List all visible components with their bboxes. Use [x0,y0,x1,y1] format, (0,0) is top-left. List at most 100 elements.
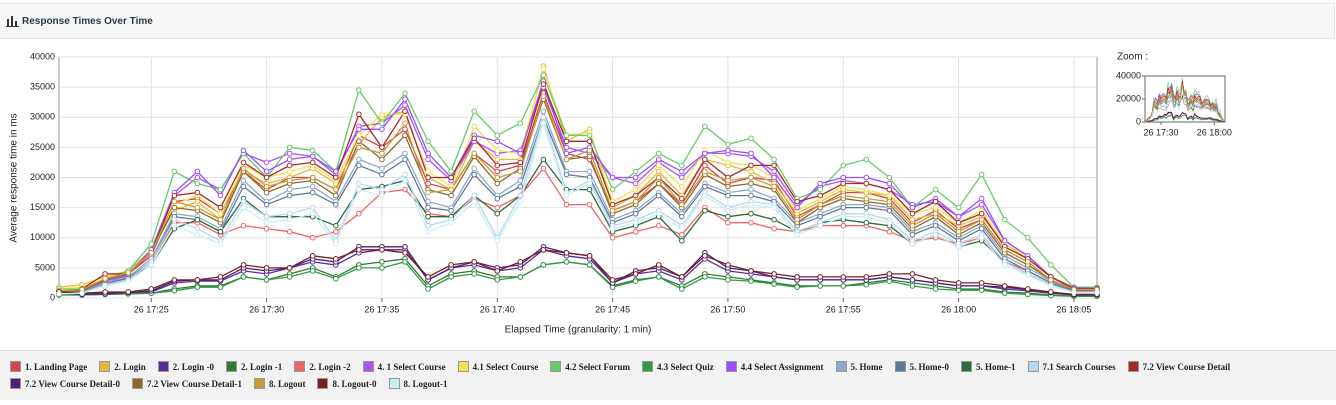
legend-item[interactable]: 7.1 Search Courses [1027,361,1116,372]
data-point [517,150,524,157]
data-point [909,204,916,211]
data-point [263,219,270,226]
legend-label: 1. Landing Page [25,361,88,372]
data-point [217,186,224,193]
data-point [702,274,708,280]
legend-label: 5. Home [850,361,883,372]
data-point [471,171,478,178]
data-point [333,186,339,193]
legend-item[interactable]: 4.1 Select Course [457,361,538,372]
legend-item[interactable]: 4.3 Select Quiz [642,361,714,372]
data-point [679,195,685,202]
legend-item[interactable]: 5. Home-0 [894,361,949,372]
legend-item[interactable]: 2. Login -2 [294,361,351,372]
series-line [58,82,1097,293]
data-point [632,228,639,235]
legend-item[interactable]: 8. Logout-1 [388,378,448,389]
chart: Average response time in ms Elapsed Time… [9,51,1232,335]
legend-label: 8. Logout-0 [332,378,377,389]
data-point [863,180,870,187]
data-point [955,204,962,211]
data-point [725,177,731,184]
data-point [978,280,985,286]
x-tick-label: 26 17:30 [249,304,284,314]
data-point [679,162,685,169]
data-point [517,198,524,205]
data-point [909,216,916,223]
panel-header: Response Times Over Time [0,3,1335,39]
data-point [702,162,708,169]
data-point [609,174,616,181]
data-point [932,198,939,205]
legend-item[interactable]: 2. Login -1 [226,361,282,372]
data-point [655,222,662,229]
data-point [1025,286,1031,292]
legend-item[interactable]: 4.4 Select Assignment [725,361,824,372]
data-point [932,186,939,193]
legend-item[interactable]: 2. Login -0 [157,361,214,372]
data-point [286,192,293,199]
data-point [609,277,616,283]
data-point [171,198,178,205]
legend-item[interactable]: 4. 1 Select Course [362,361,446,372]
series-line [1144,81,1225,122]
data-point [771,174,777,181]
data-point [333,275,339,282]
data-point [909,283,916,289]
data-point [886,174,893,181]
data-point [586,168,593,175]
data-point [725,141,731,148]
data-point [240,177,247,184]
data-point [309,204,316,211]
data-point [494,210,501,217]
legend-item[interactable]: 1. Landing Page [10,361,87,372]
data-point [586,147,593,154]
data-point [840,274,847,280]
data-point [563,171,570,178]
data-point [286,274,293,280]
data-point [286,216,293,223]
data-point [978,195,985,202]
data-point [540,120,547,127]
legend-swatch [961,361,973,372]
data-point [886,180,893,187]
legend-item[interactable]: 5. Home-1 [961,361,1016,372]
legend-item[interactable]: 8. Logout [253,378,305,389]
data-point [402,126,408,133]
data-point [356,247,362,253]
data-point [356,180,362,187]
data-point [1001,290,1008,296]
legend-item[interactable]: 8. Logout-0 [317,378,377,389]
data-point [171,168,178,175]
legend-item[interactable]: 7.2 View Course Detail [1127,361,1230,372]
data-point [540,114,547,121]
data-point [771,225,777,232]
data-point [748,219,754,226]
data-point [240,159,247,166]
legend-label: 4. 1 Select Course [377,361,446,372]
data-point [702,253,708,259]
legend-item[interactable]: 7.2 View Course Detail-1 [131,378,242,389]
data-point [702,123,708,130]
data-point [240,262,247,268]
data-point [748,150,754,157]
legend-item[interactable]: 5. Home [835,361,883,372]
data-point [263,265,270,271]
data-point [309,153,316,160]
data-point [240,204,247,211]
legend-item[interactable]: 4.2 Select Forum [550,361,630,372]
data-point [402,150,408,157]
x-tick-label: 26 17:35 [364,304,399,314]
data-point [517,259,524,265]
legend-swatch [157,361,169,372]
data-point [402,259,408,265]
data-point [333,192,339,199]
data-point [679,168,685,175]
data-point [517,120,524,127]
legend-item[interactable]: 7.2 View Course Detail-0 [10,378,120,389]
legend-label: 2. Login [114,361,146,372]
legend-item[interactable]: 2. Login [99,361,146,372]
data-point [655,174,662,181]
data-point [863,174,870,181]
data-point [309,189,316,196]
